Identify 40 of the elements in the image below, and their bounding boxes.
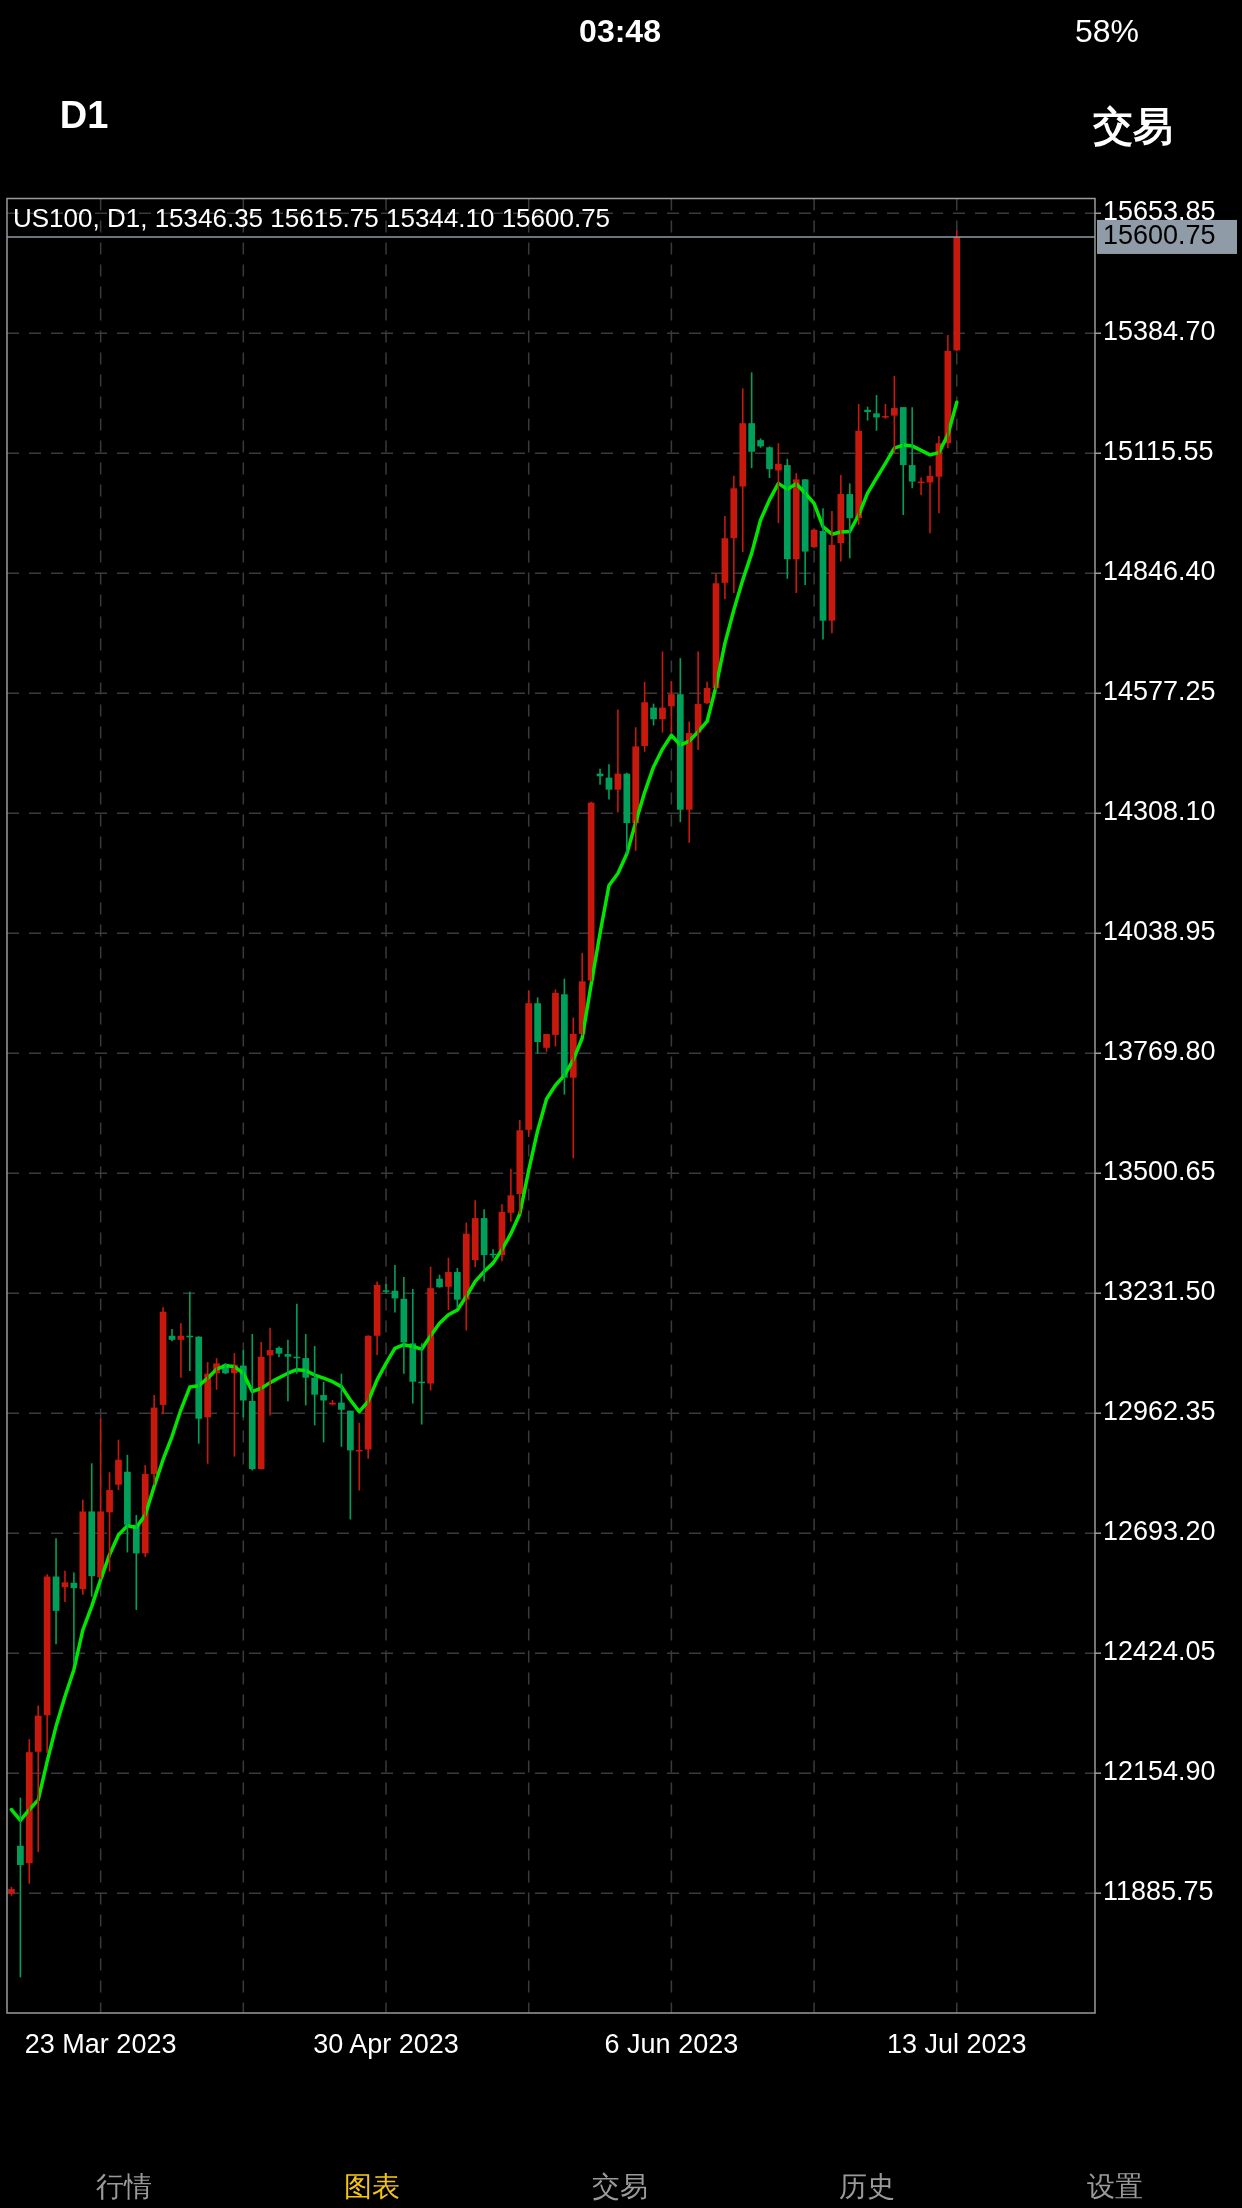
ref-line-label: 15600.75 bbox=[1103, 220, 1216, 251]
candlestick bbox=[311, 1345, 319, 1427]
x-tick-label: 13 Jul 2023 bbox=[886, 2029, 1027, 2059]
text: 图表 bbox=[344, 2171, 400, 2202]
candlestick bbox=[115, 1438, 122, 1491]
y-tick-label: 15115.55 bbox=[1103, 436, 1214, 467]
y-tick-label: 14846.40 bbox=[1103, 556, 1216, 587]
y-tick-label: 12693.20 bbox=[1103, 1516, 1216, 1547]
text: 历史 bbox=[839, 2171, 895, 2202]
y-tick-label: 11885.75 bbox=[1103, 1876, 1214, 1907]
candlestick bbox=[748, 371, 755, 470]
text: 交易 bbox=[1092, 104, 1173, 148]
y-tick-label: 13231.50 bbox=[1103, 1276, 1216, 1307]
y-tick-label: 13769.80 bbox=[1103, 1036, 1216, 1067]
text: 设置 bbox=[1087, 2171, 1143, 2202]
x-tick-label: 6 Jun 2023 bbox=[604, 2029, 739, 2059]
candlestick bbox=[766, 445, 773, 479]
text: D1 bbox=[59, 94, 109, 136]
text: 交易 bbox=[592, 2171, 648, 2202]
text: 58% bbox=[1074, 13, 1140, 49]
line-series bbox=[9, 400, 959, 1823]
text: 行情 bbox=[96, 2171, 152, 2202]
candlestick bbox=[641, 680, 648, 753]
text: 03:48 bbox=[579, 13, 661, 49]
candlestick bbox=[891, 375, 898, 454]
x-tick-label: 30 Apr 2023 bbox=[313, 2029, 459, 2059]
y-tick-label: 14038.95 bbox=[1103, 916, 1216, 947]
y-tick-label: 15384.70 bbox=[1103, 316, 1216, 347]
y-tick-label: 14308.10 bbox=[1103, 796, 1216, 827]
candlestick bbox=[552, 988, 559, 1048]
y-tick-label: 12154.90 bbox=[1103, 1756, 1216, 1787]
y-tick-label: 14577.25 bbox=[1103, 676, 1216, 707]
x-tick-label: 23 Mar 2023 bbox=[24, 2029, 177, 2059]
y-tick-label: 12424.05 bbox=[1103, 1636, 1216, 1667]
y-tick-label: 13500.65 bbox=[1103, 1156, 1216, 1187]
chart-title: US100, D1, 15346.35 15615.75 15344.10 15600.75 bbox=[13, 202, 611, 233]
y-tick-label: 12962.35 bbox=[1103, 1396, 1216, 1427]
candlestick bbox=[454, 1267, 461, 1309]
candlestick bbox=[534, 996, 541, 1055]
candlestick bbox=[445, 1256, 452, 1311]
